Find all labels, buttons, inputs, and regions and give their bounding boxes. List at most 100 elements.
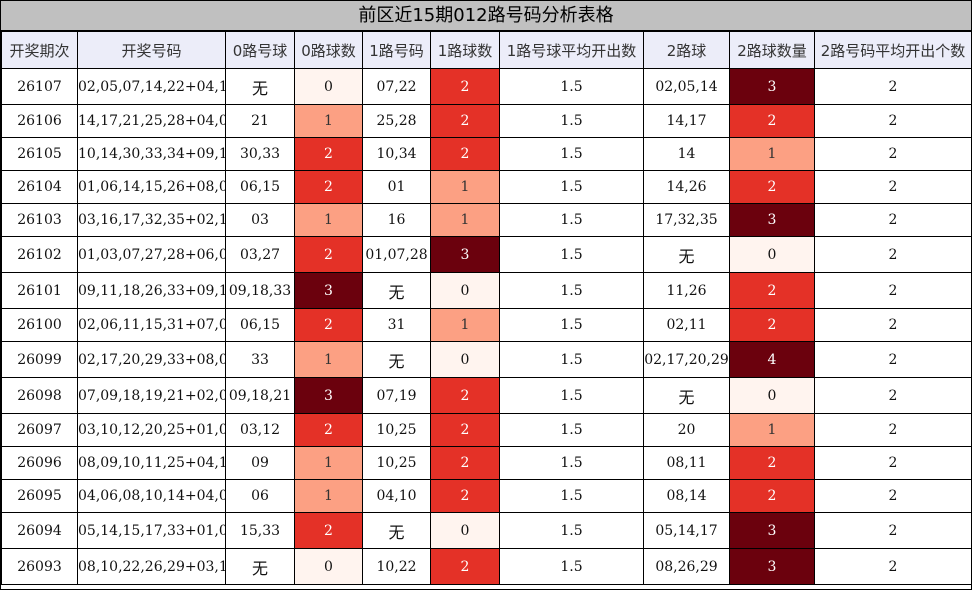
cell-two-count: 2 <box>729 272 815 309</box>
cell-one-avg: 1.5 <box>499 236 644 273</box>
cell-zero-count: 1 <box>294 479 363 513</box>
cell-two-avg: 2 <box>814 548 972 585</box>
cell-period: 26096 <box>1 446 78 480</box>
cell-two-count: 2 <box>729 104 815 138</box>
cell-two-count: 3 <box>729 68 815 105</box>
table-row: 26094 05,14,15,17,33+01,07 15,33 2 无 0 1.5 05,1… <box>1 512 972 549</box>
cell-numbers: 03,16,17,32,35+02,12 <box>77 203 226 237</box>
col-header-numbers: 开奖号码 <box>77 31 226 69</box>
cell-one-nums: 07,19 <box>362 377 431 414</box>
cell-two-nums: 02,17,20,29 <box>643 341 730 378</box>
table-row: 26107 02,05,07,14,22+04,10 无 0 07,22 2 1.5 02,0… <box>1 68 972 105</box>
cell-one-count: 2 <box>430 377 500 414</box>
cell-zero-count: 0 <box>294 548 363 585</box>
col-header-two-count: 2路球数量 <box>729 31 815 69</box>
cell-numbers: 08,10,22,26,29+03,10 <box>77 548 226 585</box>
cell-period: 26097 <box>1 413 78 447</box>
cell-zero-count: 0 <box>294 68 363 105</box>
cell-one-count: 2 <box>430 479 500 513</box>
cell-numbers: 07,09,18,19,21+02,09 <box>77 377 226 414</box>
cell-numbers: 04,06,08,10,14+04,05 <box>77 479 226 513</box>
cell-one-nums: 04,10 <box>362 479 431 513</box>
cell-zero-nums: 无 <box>225 548 295 585</box>
cell-one-count: 2 <box>430 446 500 480</box>
cell-one-avg: 1.5 <box>499 137 644 171</box>
cell-zero-count: 2 <box>294 236 363 273</box>
cell-numbers: 09,11,18,26,33+09,11 <box>77 272 226 309</box>
cell-two-avg: 2 <box>814 308 972 342</box>
table-row: 26096 08,09,10,11,25+04,12 09 1 10,25 2 1.5 08,… <box>1 446 972 480</box>
cell-one-count: 2 <box>430 104 500 138</box>
cell-zero-count: 2 <box>294 512 363 549</box>
cell-one-count: 1 <box>430 203 500 237</box>
table-row: 26105 10,14,30,33,34+09,12 30,33 2 10,34 2 1.5… <box>1 137 972 171</box>
cell-two-nums: 08,14 <box>643 479 730 513</box>
cell-period: 26105 <box>1 137 78 171</box>
cell-two-avg: 2 <box>814 479 972 513</box>
cell-one-avg: 1.5 <box>499 341 644 378</box>
cell-two-count: 3 <box>729 548 815 585</box>
cell-two-count: 4 <box>729 341 815 378</box>
col-header-one-count: 1路球数 <box>430 31 500 69</box>
cell-one-count: 2 <box>430 68 500 105</box>
cell-period: 26104 <box>1 170 78 204</box>
cell-one-count: 3 <box>430 236 500 273</box>
cell-one-nums: 无 <box>362 272 431 309</box>
cell-period: 26099 <box>1 341 78 378</box>
cell-numbers: 01,06,14,15,26+08,09 <box>77 170 226 204</box>
cell-two-count: 3 <box>729 512 815 549</box>
col-header-period: 开奖期次 <box>1 31 78 69</box>
cell-zero-nums: 09,18,21 <box>225 377 295 414</box>
cell-two-count: 1 <box>729 137 815 171</box>
cell-two-nums: 14,26 <box>643 170 730 204</box>
cell-numbers: 02,06,11,15,31+07,08 <box>77 308 226 342</box>
table-row: 26093 08,10,22,26,29+03,10 无 0 10,22 2 1.5 08,2… <box>1 548 972 585</box>
col-header-zero-nums: 0路号球 <box>225 31 295 69</box>
col-header-one-nums: 1路号码 <box>362 31 431 69</box>
analysis-table: 开奖期次 开奖号码 0路号球 0路球数 1路号码 1路球数 1路号球平均开出数 … <box>1 31 972 585</box>
cell-one-avg: 1.5 <box>499 104 644 138</box>
cell-two-avg: 2 <box>814 377 972 414</box>
cell-one-count: 0 <box>430 341 500 378</box>
cell-zero-nums: 09 <box>225 446 295 480</box>
header-row: 开奖期次 开奖号码 0路号球 0路球数 1路号码 1路球数 1路号球平均开出数 … <box>1 31 972 69</box>
cell-one-avg: 1.5 <box>499 272 644 309</box>
cell-one-nums: 25,28 <box>362 104 431 138</box>
cell-numbers: 14,17,21,25,28+04,06 <box>77 104 226 138</box>
cell-two-avg: 2 <box>814 68 972 105</box>
table-row: 26101 09,11,18,26,33+09,11 09,18,33 3 无 0 1.5 1… <box>1 272 972 309</box>
cell-period: 26101 <box>1 272 78 309</box>
cell-period: 26094 <box>1 512 78 549</box>
cell-one-nums: 01,07,28 <box>362 236 431 273</box>
cell-zero-count: 3 <box>294 377 363 414</box>
cell-two-count: 3 <box>729 203 815 237</box>
cell-two-avg: 2 <box>814 272 972 309</box>
cell-two-avg: 2 <box>814 236 972 273</box>
cell-zero-count: 3 <box>294 272 363 309</box>
cell-period: 26098 <box>1 377 78 414</box>
cell-two-nums: 02,11 <box>643 308 730 342</box>
cell-zero-count: 1 <box>294 446 363 480</box>
cell-zero-nums: 09,18,33 <box>225 272 295 309</box>
cell-two-avg: 2 <box>814 446 972 480</box>
cell-two-avg: 2 <box>814 413 972 447</box>
cell-two-count: 2 <box>729 308 815 342</box>
cell-one-count: 1 <box>430 308 500 342</box>
cell-numbers: 02,05,07,14,22+04,10 <box>77 68 226 105</box>
cell-one-nums: 10,22 <box>362 548 431 585</box>
cell-zero-nums: 33 <box>225 341 295 378</box>
cell-zero-nums: 30,33 <box>225 137 295 171</box>
cell-one-nums: 16 <box>362 203 431 237</box>
cell-two-avg: 2 <box>814 170 972 204</box>
cell-two-avg: 2 <box>814 203 972 237</box>
table-row: 26102 01,03,07,27,28+06,07 03,27 2 01,07,28 3… <box>1 236 972 273</box>
cell-one-count: 2 <box>430 137 500 171</box>
cell-period: 26095 <box>1 479 78 513</box>
cell-two-nums: 02,05,14 <box>643 68 730 105</box>
cell-period: 26107 <box>1 68 78 105</box>
cell-zero-count: 1 <box>294 341 363 378</box>
col-header-zero-count: 0路球数 <box>294 31 363 69</box>
cell-two-nums: 20 <box>643 413 730 447</box>
cell-two-nums: 14,17 <box>643 104 730 138</box>
